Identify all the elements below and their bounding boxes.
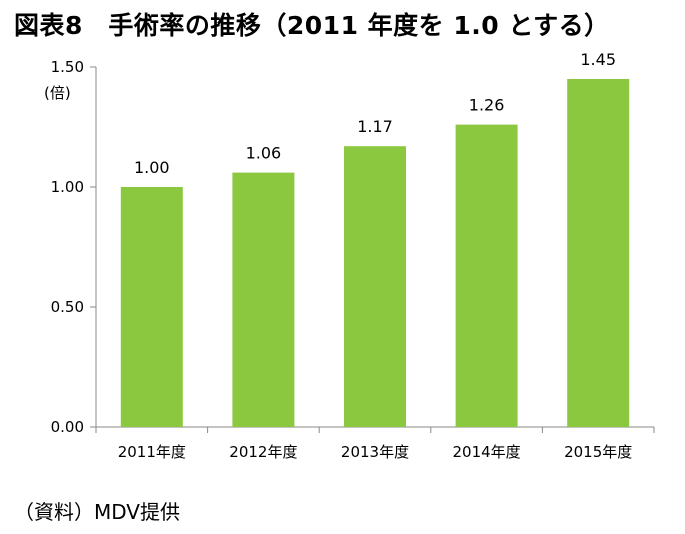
y-tick-label: 1.50 xyxy=(51,58,84,76)
data-label-2014年度: 1.26 xyxy=(469,96,505,115)
x-tick-label: 2011年度 xyxy=(118,443,186,461)
y-tick-label: 1.00 xyxy=(51,178,84,196)
x-tick-label: 2015年度 xyxy=(564,443,632,461)
data-label-2013年度: 1.17 xyxy=(357,117,393,136)
y-tick-label: 0.50 xyxy=(51,298,84,316)
y-axis-group: 0.00 0.50 1.00 1.50 (倍) xyxy=(44,58,97,436)
data-label-2011年度: 1.00 xyxy=(134,158,170,177)
y-ticks: 0.00 0.50 1.00 1.50 xyxy=(51,58,96,436)
x-ticks: 2011年度 2012年度 2013年度 2014年度 2015年度 xyxy=(95,427,655,461)
x-axis-group: 2011年度 2012年度 2013年度 2014年度 2015年度 xyxy=(95,426,655,461)
x-tick-label: 2013年度 xyxy=(341,443,409,461)
chart-title: 図表8 手術率の推移（2011 年度を 1.0 とする） xyxy=(14,11,610,40)
source-note: （資料）MDV提供 xyxy=(14,500,180,524)
x-tick-label: 2014年度 xyxy=(453,443,521,461)
bar-2013年度 xyxy=(344,146,406,427)
bar-2012年度 xyxy=(232,172,295,427)
bar-2011年度 xyxy=(120,187,183,427)
bar-2014年度 xyxy=(455,124,518,427)
y-tick-label: 0.00 xyxy=(51,418,84,436)
data-label-2012年度: 1.06 xyxy=(246,144,282,163)
data-labels: 1.00 1.06 1.17 1.26 1.45 xyxy=(134,50,616,177)
bars xyxy=(120,79,630,427)
x-tick-label: 2012年度 xyxy=(229,443,297,461)
bar-2015年度 xyxy=(567,79,630,427)
y-axis-unit-label: (倍) xyxy=(44,84,71,102)
data-label-2015年度: 1.45 xyxy=(580,50,616,69)
